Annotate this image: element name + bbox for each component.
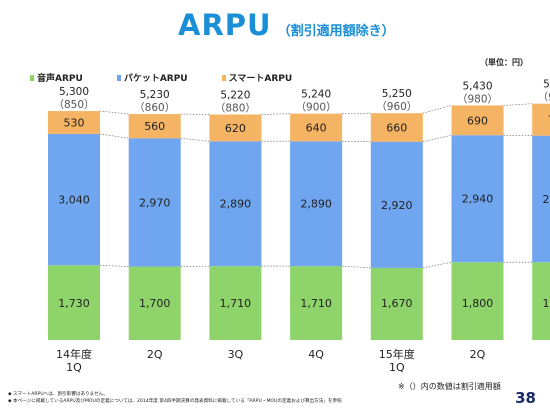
bar-smart-2 <box>209 114 262 142</box>
legend-swatch-voice <box>30 74 34 81</box>
legend-item-packet: パケットARPU <box>116 71 188 84</box>
bar-packet-0 <box>48 133 100 266</box>
data-label-smart-6: 740 <box>548 114 550 127</box>
x-tick-label-3: 4Q <box>308 348 324 361</box>
chart-title: ARPU （割引適用額除き） <box>178 8 395 48</box>
data-label-voice-4: 1,670 <box>381 297 413 310</box>
discount-label-2: （880） <box>215 102 256 114</box>
connector-line-packet-4 <box>422 134 452 143</box>
bar-packet-5 <box>451 135 504 263</box>
footnotes: ◆ スマートARPUへは、割引影響はありません。 ◆ 本ページに掲載しているAR… <box>8 391 342 405</box>
discount-label-1: （860） <box>134 102 175 114</box>
x-tick-label-0-0: 14年度 <box>56 347 92 361</box>
bar-smart-4 <box>370 113 423 142</box>
bar-smart-6 <box>532 103 550 136</box>
discount-note: ※（）内の数値は割引適用額 <box>398 382 501 391</box>
bar-voice-5 <box>451 262 504 340</box>
chart-title-sub: （割引適用額除き） <box>277 24 395 39</box>
data-label-voice-3: 1,710 <box>300 297 332 310</box>
footnote-1: ◆ スマートARPUへは、割引影響はありません。 <box>8 392 108 397</box>
bar-packet-6 <box>532 135 550 263</box>
bar-packet-2 <box>209 141 262 267</box>
unit-label: （単位：円） <box>480 58 528 67</box>
data-label-voice-0: 1,730 <box>58 297 90 310</box>
x-tick-label-0-1: 1Q <box>66 361 82 374</box>
legend-item-smart: スマートARPU <box>221 71 293 84</box>
data-label-packet-2: 2,890 <box>220 198 252 211</box>
bar-packet-4 <box>370 141 423 268</box>
discount-label-5: （980） <box>457 93 498 105</box>
data-label-packet-0: 3,040 <box>58 194 90 207</box>
chart-title-main: ARPU <box>178 8 272 42</box>
x-tick-label-5: 2Q <box>470 348 486 361</box>
legend-label-voice: 音声ARPU <box>37 74 83 84</box>
discount-label-0: （850） <box>53 99 94 111</box>
bar-voice-6 <box>532 262 550 340</box>
data-label-voice-6: 1,800 <box>542 297 550 310</box>
connector-line-voice-4 <box>422 261 452 269</box>
connector-line-smart-4 <box>422 105 452 114</box>
connector-line-smart-0 <box>99 110 129 115</box>
data-label-smart-3: 640 <box>306 121 327 134</box>
total-label-4: 5,250 <box>382 88 412 100</box>
data-label-smart-2: 620 <box>225 122 246 135</box>
bar-voice-0 <box>48 265 100 340</box>
data-label-packet-4: 2,920 <box>381 199 413 212</box>
bar-smart-3 <box>290 113 343 142</box>
legend-label-packet: パケットARPU <box>123 74 188 84</box>
bar-packet-3 <box>290 141 343 267</box>
x-tick-label-4-0: 15年度 <box>379 347 415 361</box>
footnote-2: ◆ 本ページに掲載しているARPU及びMOUの定義については、2014年度 第4… <box>8 399 342 404</box>
data-label-packet-3: 2,890 <box>300 198 332 211</box>
data-label-packet-5: 2,940 <box>462 193 494 206</box>
legend-item-voice: 音声ARPU <box>30 71 83 84</box>
x-tick-label-4-1: 1Q <box>389 361 405 374</box>
data-label-voice-1: 1,700 <box>139 297 171 310</box>
legend-swatch-packet <box>116 74 121 81</box>
connector-line-voice-0 <box>99 264 129 267</box>
discount-label-4: （960） <box>376 101 417 113</box>
legend: 音声ARPU パケットARPU スマートARPU <box>30 71 292 84</box>
total-label-0: 5,300 <box>59 86 89 98</box>
connector-line-smart-2 <box>261 113 291 115</box>
total-label-2: 5,220 <box>220 89 250 101</box>
data-label-voice-5: 1,800 <box>462 297 494 310</box>
connector-line-packet-1 <box>180 137 210 142</box>
legend-swatch-smart <box>221 74 226 81</box>
legend-label-smart: スマートARPU <box>228 74 293 84</box>
data-label-smart-5: 690 <box>467 114 488 127</box>
total-label-1: 5,230 <box>140 89 170 101</box>
connector-line-smart-5 <box>503 103 533 106</box>
bar-smart-5 <box>451 105 504 136</box>
bar-voice-4 <box>370 267 423 340</box>
bar-smart-1 <box>128 114 181 139</box>
page-number: 38 <box>515 389 536 407</box>
bar-voice-3 <box>290 266 343 340</box>
connector-line-packet-0 <box>99 133 129 139</box>
x-tick-label-1: 2Q <box>147 348 163 361</box>
x-tick-label-2: 3Q <box>228 348 244 361</box>
data-label-packet-1: 2,970 <box>139 196 171 209</box>
data-label-voice-2: 1,710 <box>220 297 252 310</box>
total-label-5: 5,430 <box>462 80 492 92</box>
bar-packet-1 <box>128 138 181 267</box>
bar-smart-0 <box>48 111 100 134</box>
data-label-smart-4: 660 <box>386 121 407 134</box>
total-label-3: 5,240 <box>301 89 331 101</box>
discount-label-3: （900） <box>296 102 337 114</box>
total-label-6: 5,470 <box>543 79 550 91</box>
connector-line-voice-3 <box>342 265 371 269</box>
bar-voice-2 <box>209 266 262 340</box>
bar-voice-1 <box>128 266 181 340</box>
data-label-packet-6: 2,930 <box>542 193 550 206</box>
discount-label-6: （980） <box>538 92 550 104</box>
data-label-smart-0: 530 <box>64 116 85 129</box>
data-label-smart-1: 560 <box>144 120 165 133</box>
